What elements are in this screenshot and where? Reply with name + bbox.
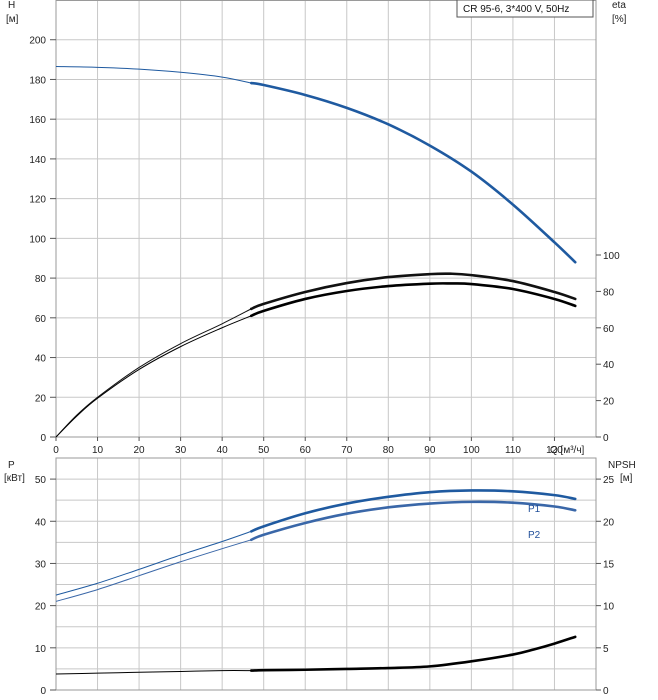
tick-label-npsh: 20	[603, 517, 615, 528]
top-chart-series	[55, 66, 577, 438]
npsh-curve	[249, 635, 577, 672]
tick-label-h: 40	[35, 354, 47, 365]
tick-label-h: 20	[35, 393, 47, 404]
head-curve	[249, 81, 577, 264]
tick-label-eta: 0	[603, 433, 609, 444]
tick-label-npsh: 15	[603, 559, 615, 570]
tick-label-p: 0	[40, 686, 46, 697]
tick-label-q: 90	[424, 445, 436, 456]
top-left-axis-label: H	[8, 0, 15, 11]
tick-label-h: 140	[29, 155, 46, 166]
tick-label-q: 30	[175, 445, 187, 456]
top-right-axis-label: eta	[612, 0, 626, 11]
tick-label-q: 40	[217, 445, 229, 456]
top-chart-grid	[55, 0, 597, 438]
tick-label-eta: 20	[603, 397, 615, 408]
top-right-axis-unit: [%]	[612, 14, 627, 25]
bottom-right-axis-unit: [м]	[620, 473, 633, 484]
head-curve-thin	[55, 66, 252, 84]
tick-label-h: 0	[40, 433, 46, 444]
tick-label-q: 110	[505, 445, 521, 456]
tick-label-q: 0	[53, 445, 59, 456]
p2-curve-thin	[55, 539, 252, 602]
top-plot-frame	[55, 0, 597, 438]
chart-title-box	[456, 0, 594, 18]
efficiency-curve-2	[249, 282, 577, 318]
tick-label-p: 20	[35, 602, 47, 613]
tick-label-p: 10	[35, 644, 47, 655]
tick-label-p: 30	[35, 559, 47, 570]
tick-label-npsh: 0	[603, 686, 609, 697]
tick-label-h: 100	[29, 234, 46, 245]
tick-label-q: 10	[92, 445, 104, 456]
tick-label-q: 100	[463, 445, 480, 456]
tick-label-eta: 60	[603, 324, 615, 335]
tick-label-h: 180	[29, 75, 46, 86]
series-label-p2: P2	[528, 530, 541, 541]
p2-curve	[249, 500, 577, 542]
tick-label-q: 80	[383, 445, 395, 456]
npsh-curve-thin	[55, 670, 252, 675]
tick-label-npsh: 25	[603, 475, 615, 486]
tick-label-npsh: 10	[603, 602, 615, 613]
tick-label-h: 60	[35, 314, 47, 325]
bottom-plot-frame	[55, 457, 597, 691]
tick-label-q: 70	[341, 445, 353, 456]
tick-label-h: 80	[35, 274, 47, 285]
tick-label-eta: 100	[603, 251, 620, 262]
tick-label-q: 20	[134, 445, 146, 456]
x-axis-label: Q [м³/ч]	[550, 445, 585, 456]
tick-label-p: 40	[35, 517, 47, 528]
efficiency-curve-1	[249, 272, 577, 311]
tick-label-h: 200	[29, 36, 46, 47]
tick-label-q: 50	[258, 445, 270, 456]
series-label-p1: P1	[528, 504, 541, 515]
efficiency-curve-1-thin	[55, 308, 252, 438]
tick-label-h: 120	[29, 195, 46, 206]
tick-label-h: 160	[29, 115, 46, 126]
tick-label-npsh: 5	[603, 644, 609, 655]
bottom-left-axis-label: P	[8, 460, 15, 471]
bottom-chart-series	[55, 489, 577, 675]
tick-label-q: 120	[546, 445, 563, 456]
bottom-chart-grid	[55, 457, 597, 691]
bottom-left-axis-unit: [кВт]	[4, 473, 25, 484]
p1-curve-thin	[55, 530, 252, 596]
tick-label-q: 60	[300, 445, 312, 456]
tick-labels: 0204060801001201401601802000204060801000…	[29, 36, 620, 697]
top-left-axis-unit: [м]	[6, 14, 19, 25]
tick-label-eta: 40	[603, 360, 615, 371]
bottom-right-axis-label: NPSH	[608, 460, 636, 471]
chart-title: CR 95-6, 3*400 V, 50Hz	[463, 4, 569, 15]
tick-label-p: 50	[35, 475, 47, 486]
p1-curve	[249, 489, 577, 533]
efficiency-curve-2-thin	[55, 315, 252, 438]
tick-label-eta: 80	[603, 287, 615, 298]
